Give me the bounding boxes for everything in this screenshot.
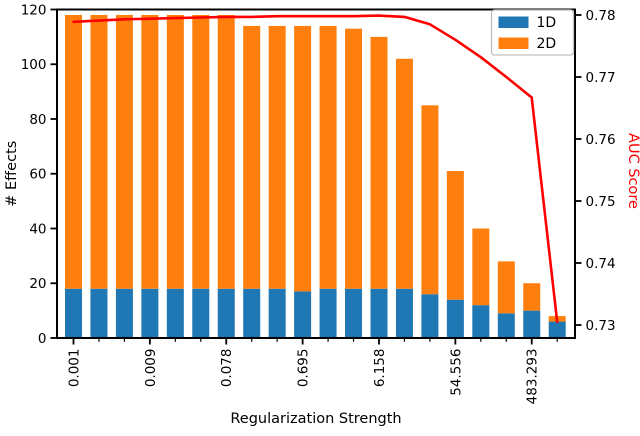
bar-1d-segment-12: [370, 288, 388, 338]
bar-2d-segment-12: [370, 36, 388, 289]
bar-1d-segment-8: [268, 288, 286, 338]
bar-1d-segment-9: [294, 291, 312, 338]
x-tick-label-483.293: 483.293: [525, 349, 541, 405]
bar-1d-segment-19: [548, 321, 566, 338]
right-axis-tick-label-0.74: 0.74: [586, 256, 616, 272]
bar-2d-segment-7: [243, 25, 261, 289]
left-axis-tick-label-0: 0: [38, 331, 47, 347]
left-axis-tick-label-120: 120: [21, 2, 47, 18]
left-axis-tick-label-80: 80: [29, 112, 46, 128]
bar-1d-segment-1: [90, 288, 108, 338]
bar-1d-segment-0: [65, 288, 82, 338]
bar-1d-segment-18: [523, 310, 541, 338]
bar-2d-segment-1: [90, 14, 108, 289]
bar-1d-segment-3: [141, 288, 159, 338]
x-axis-title: Regularization Strength: [230, 411, 401, 427]
x-tick-label-0.001: 0.001: [66, 349, 82, 388]
bar-1d-segment-4: [166, 288, 184, 338]
bar-1d-segment-5: [192, 288, 210, 338]
bar-2d-segment-17: [497, 261, 515, 314]
bar-2d-segment-9: [294, 25, 312, 292]
x-tick-label-0.078: 0.078: [219, 349, 235, 388]
x-tick-label-0.695: 0.695: [296, 349, 312, 388]
right-axis-tick-label-0.76: 0.76: [586, 132, 616, 148]
bar-2d-segment-11: [345, 28, 363, 289]
bar-1d-segment-6: [217, 288, 235, 338]
bar-2d-segment-16: [472, 228, 490, 306]
left-axis-tick-label-60: 60: [29, 167, 46, 183]
left-axis-title: # Effects: [4, 141, 20, 207]
bar-1d-segment-13: [395, 288, 413, 338]
right-axis-tick-label-0.73: 0.73: [586, 318, 616, 334]
bar-2d-segment-6: [217, 14, 235, 289]
legend-label-2D: 2D: [537, 36, 557, 52]
bar-2d-segment-5: [192, 14, 210, 289]
bar-2d-segment-13: [395, 58, 413, 289]
bar-1d-segment-7: [243, 288, 261, 338]
plot-area: [57, 9, 575, 338]
bar-2d-segment-4: [166, 14, 184, 289]
bar-2d-segment-2: [115, 14, 133, 289]
bar-2d-segment-10: [319, 25, 337, 289]
x-axis: 0.001 0.009 0.078 0.695 6.158 54.556 483.293: [66, 338, 558, 405]
bar-2d-segment-3: [141, 14, 159, 289]
bar-1d-segment-16: [472, 305, 490, 338]
x-tick-label-54.556: 54.556: [448, 349, 464, 396]
right-axis-tick-label-0.75: 0.75: [586, 194, 616, 210]
right-axis-tick-label-0.78: 0.78: [586, 8, 616, 24]
bar-1d-segment-14: [421, 294, 439, 338]
right-axis: 0.73 0.74 0.75 0.76 0.77 0.78: [575, 8, 616, 334]
bar-2d-segment-8: [268, 25, 286, 289]
legend-label-1D: 1D: [537, 15, 557, 31]
left-axis: 0 20 40 60 80 100 120: [21, 2, 57, 347]
bar-1d-segment-10: [319, 288, 337, 338]
legend-swatch-2D: [498, 37, 529, 49]
right-axis-title: AUC Score: [625, 133, 640, 209]
right-axis-tick-label-0.77: 0.77: [586, 70, 616, 86]
x-tick-label-6.158: 6.158: [372, 349, 388, 388]
left-axis-tick-label-20: 20: [29, 276, 46, 292]
auc-line: [72, 14, 559, 324]
bar-2d-segment-14: [421, 105, 439, 295]
bar-1d-segment-15: [446, 299, 464, 338]
bars-group: [65, 14, 566, 338]
left-axis-tick-label-40: 40: [29, 221, 46, 237]
bar-1d-segment-17: [497, 313, 515, 338]
bar-2d-segment-0: [65, 14, 82, 289]
bar-2d-segment-15: [446, 171, 464, 300]
bar-1d-segment-11: [345, 288, 363, 338]
left-axis-tick-label-100: 100: [21, 57, 47, 73]
bar-1d-segment-2: [115, 288, 133, 338]
bar-2d-segment-18: [523, 283, 541, 311]
legend-swatch-1D: [498, 16, 529, 28]
x-tick-label-0.009: 0.009: [143, 349, 159, 388]
